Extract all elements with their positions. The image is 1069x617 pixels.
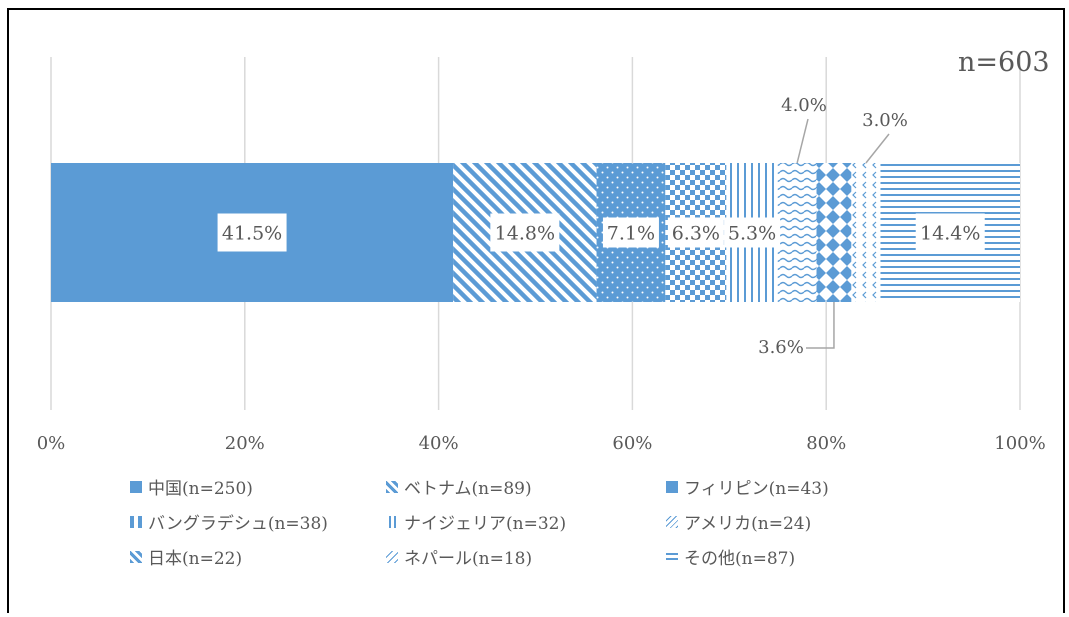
data-label: 3.6%	[758, 337, 804, 358]
legend-item: ナイジェリア(n=32)	[386, 509, 566, 534]
data-label: 4.0%	[781, 95, 827, 116]
legend-swatch	[130, 515, 142, 528]
x-tick-label: 80%	[806, 433, 846, 454]
x-tick-label: 60%	[612, 433, 652, 454]
legend-swatch	[130, 550, 142, 563]
bar-segment	[777, 163, 817, 302]
legend-item: ネパール(n=18)	[386, 544, 532, 569]
legend-swatch	[666, 480, 678, 493]
x-tick-label: 100%	[994, 433, 1045, 454]
data-label-box	[915, 213, 985, 252]
data-labels: 41.5% 14.8% 7.1% 6.3% 5.3% 4.0% 3.6% 3.0% 14.4%	[217, 95, 985, 358]
leader-line	[806, 302, 835, 349]
chart-frame	[7, 8, 1065, 613]
legend-swatch	[386, 550, 398, 563]
data-label: 14.4%	[920, 223, 980, 245]
bar-segment	[816, 163, 852, 302]
x-tick-label: 0%	[37, 433, 66, 454]
data-label: 5.3%	[728, 223, 776, 245]
legend-swatch	[666, 515, 678, 528]
legend-label: ネパール(n=18)	[404, 549, 533, 569]
data-label: 7.1%	[607, 223, 655, 245]
data-label: 6.3%	[672, 223, 720, 245]
data-label: 41.5%	[222, 223, 282, 245]
legend-item: バングラデシュ(n=38)	[130, 509, 328, 534]
legend-item: フィリピン(n=43)	[666, 474, 829, 499]
legend-label: ベトナム(n=89)	[404, 479, 532, 499]
legend-item: ベトナム(n=89)	[386, 474, 532, 499]
data-label: 3.0%	[862, 110, 908, 131]
legend-item: アメリカ(n=24)	[666, 509, 811, 534]
legend-label: バングラデシュ(n=38)	[148, 514, 328, 534]
leader-line	[796, 118, 809, 164]
legend-swatch	[666, 550, 678, 563]
legend-label: 中国(n=250)	[148, 479, 253, 499]
legend-item: 中国(n=250)	[130, 474, 253, 499]
data-label-box	[724, 217, 781, 248]
data-label-box	[490, 213, 560, 252]
data-label-box	[602, 217, 659, 248]
x-tick-label: 20%	[225, 433, 265, 454]
legend-swatch	[386, 515, 398, 528]
legend-swatch	[130, 480, 142, 493]
x-axis-ticks: 0% 20% 40% 60% 80% 100%	[37, 433, 1046, 454]
data-label: 14.8%	[495, 223, 555, 245]
legend-label: ナイジェリア(n=32)	[404, 514, 567, 534]
leader-line	[865, 133, 890, 164]
sample-size-annotation: n=603	[958, 47, 1050, 78]
data-label-box	[217, 213, 287, 252]
legend-label: アメリカ(n=24)	[684, 514, 812, 534]
legend-label: 日本(n=22)	[148, 549, 243, 569]
legend-label: フィリピン(n=43)	[684, 479, 829, 499]
legend-item: その他(n=87)	[666, 544, 795, 569]
legend-label: その他(n=87)	[684, 549, 796, 569]
legend-item: 日本(n=22)	[130, 544, 242, 569]
bar-segment	[851, 163, 881, 302]
x-tick-label: 40%	[419, 433, 459, 454]
legend-swatch	[386, 480, 398, 493]
data-label-box	[667, 217, 724, 248]
